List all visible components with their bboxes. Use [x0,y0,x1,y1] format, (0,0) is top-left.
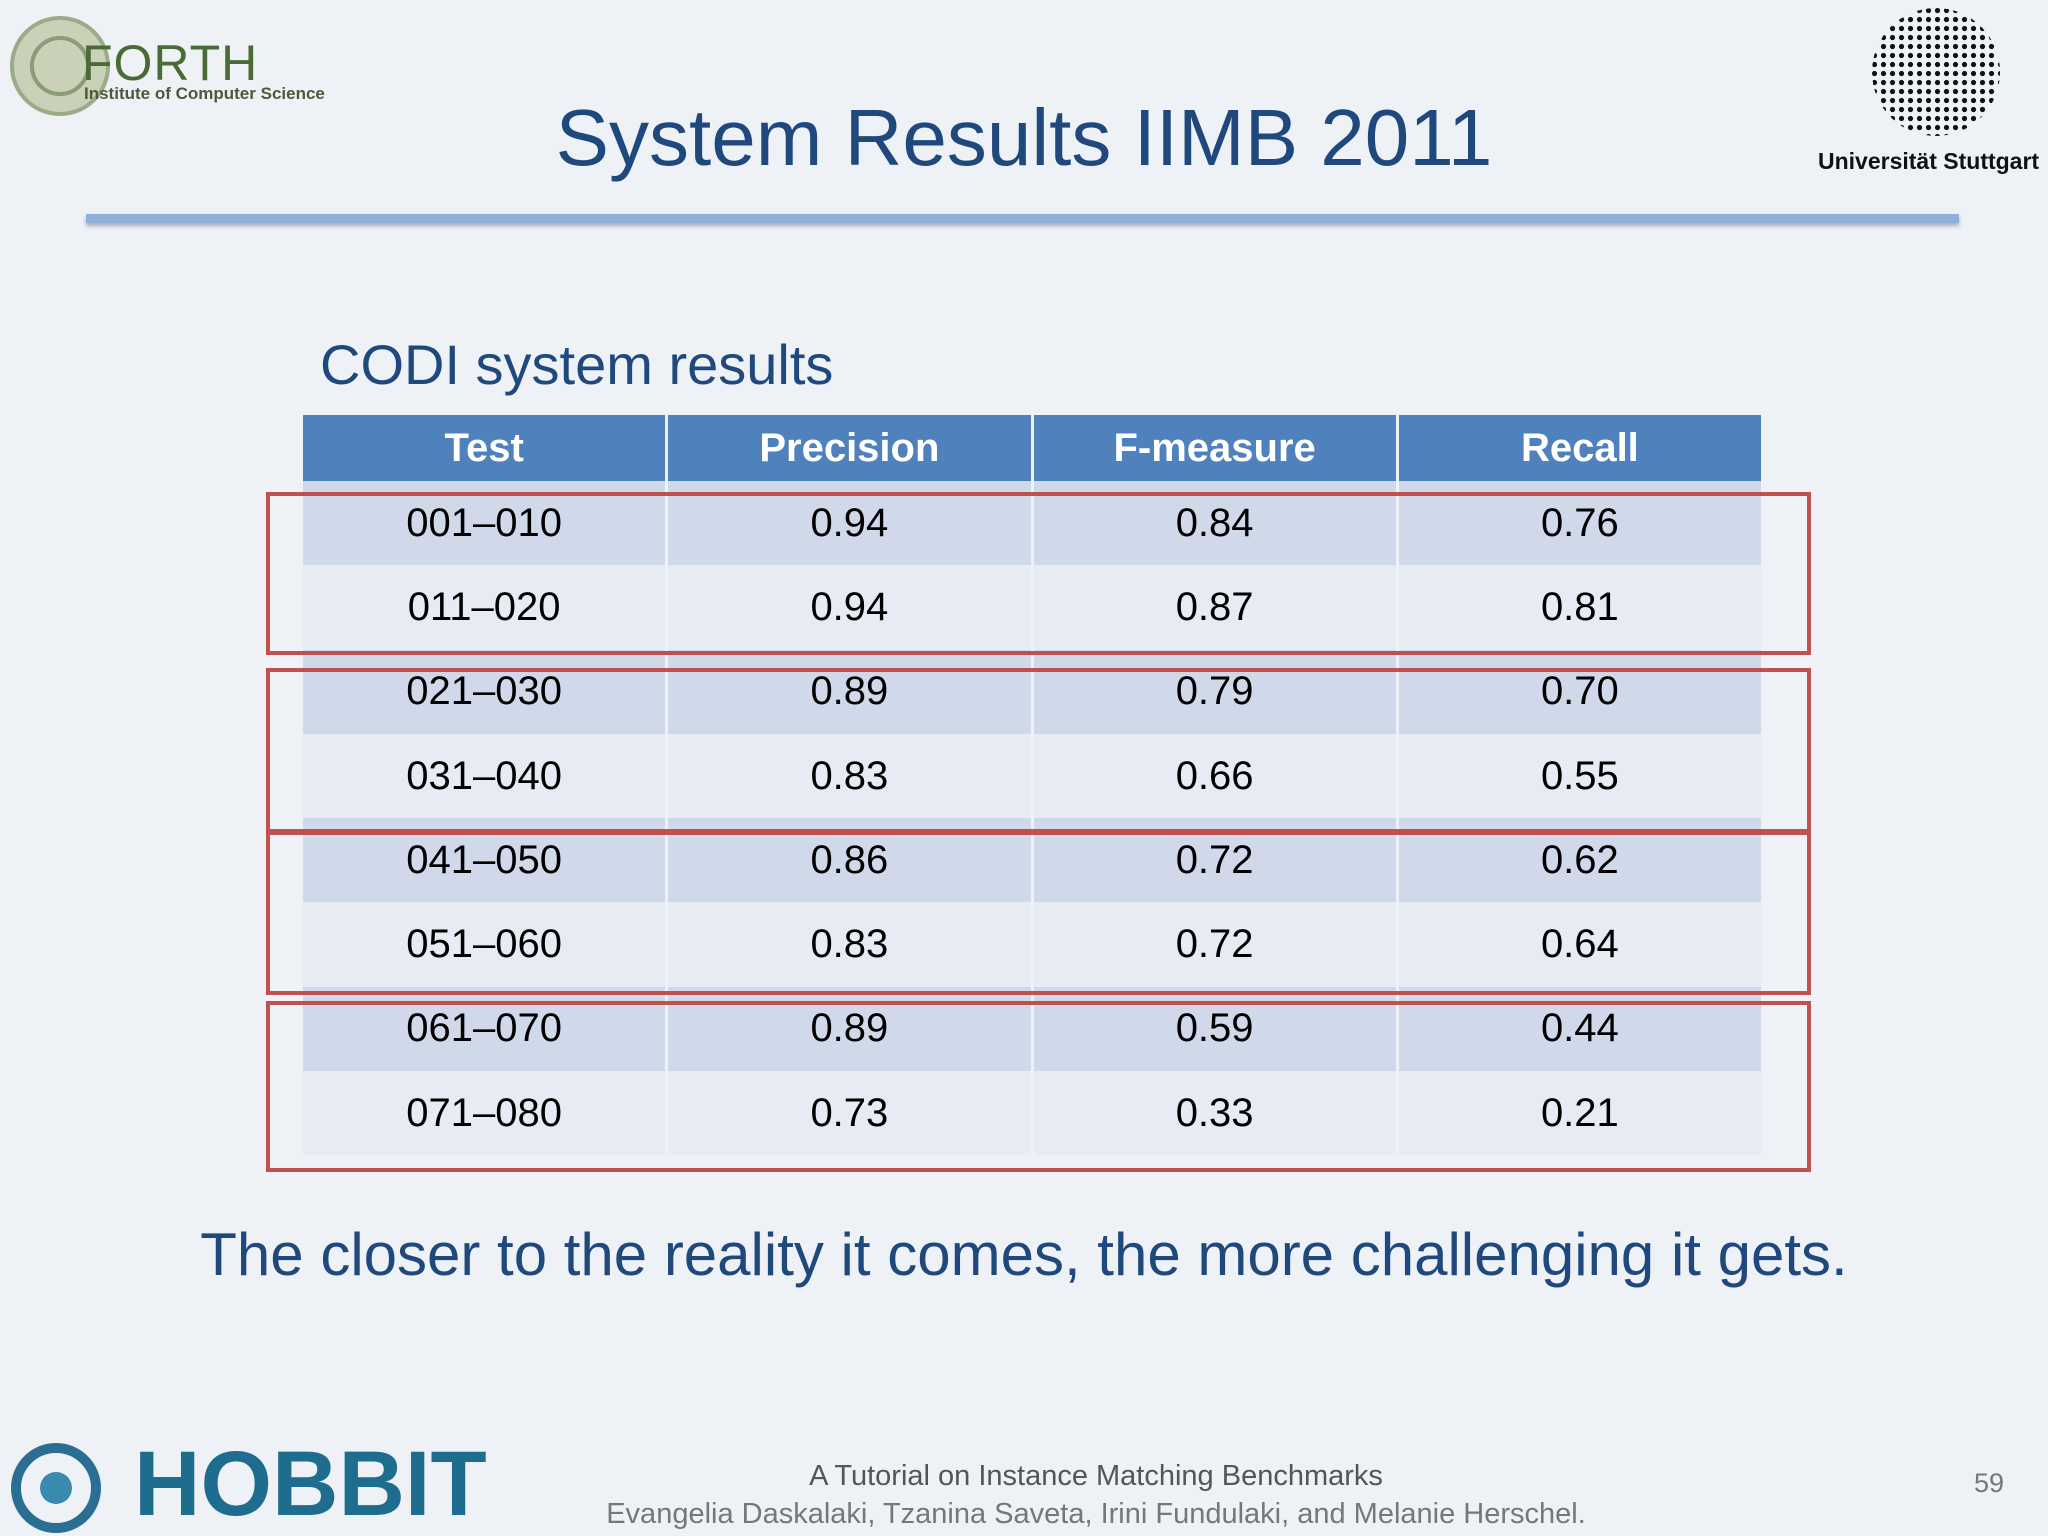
table-cell: 021–030 [303,649,666,734]
table-cell: 0.66 [1033,733,1396,819]
stuttgart-logo: Universität Stuttgart [1818,148,2040,174]
table-row: 011–020 0.94 0.87 0.81 [303,565,1761,650]
column-header: Recall [1398,415,1761,481]
table-cell: 0.33 [1033,1071,1396,1156]
table-cell: 0.79 [1033,649,1396,734]
table-cell: 071–080 [303,1071,666,1156]
forth-subtitle: Institute of Computer Science [84,84,325,103]
table-cell: 0.83 [668,733,1031,819]
results-table: Test Precision F-measure Recall 001–010 0.94 0… [300,415,1764,1156]
page-number: 59 [1974,1468,2005,1498]
hobbit-emblem [11,1443,101,1533]
table-cell: 0.89 [668,986,1031,1072]
footer-authors: Evangelia Daskalaki, Tzanina Saveta, Iri… [606,1498,1586,1530]
table-cell: 051–060 [303,902,666,987]
column-header: F-measure [1033,415,1396,481]
table-cell: 0.87 [1033,565,1396,650]
highlight-box [266,1001,1811,1172]
caption: The closer to the reality it comes, the … [200,1221,1848,1288]
table-row: 071–080 0.73 0.33 0.21 [303,1071,1761,1156]
highlight-box [266,492,1811,655]
forth-emblem [10,16,110,116]
slide-title: System Results IIMB 2011 [555,93,1493,182]
stuttgart-emblem [1872,8,2000,136]
table-row: 061–070 0.89 0.59 0.44 [303,986,1761,1072]
highlight-box [266,831,1811,995]
table-cell: 0.21 [1398,1071,1761,1156]
header-row: Test Precision F-measure Recall [303,415,1761,481]
table-cell: 011–020 [303,565,666,650]
table-cell: 0.70 [1398,649,1761,734]
table-row: 051–060 0.83 0.72 0.64 [303,902,1761,987]
column-header: Test [303,415,666,481]
table-cell: 0.64 [1398,902,1761,987]
title-rule [86,214,1959,223]
table-cell: 0.59 [1033,986,1396,1072]
table-cell: 0.72 [1033,902,1396,987]
forth-logo: FORTH [82,35,259,91]
table-cell: 061–070 [303,986,666,1072]
table-cell: 0.94 [668,565,1031,650]
table-row: 031–040 0.83 0.66 0.55 [303,733,1761,819]
column-header: Precision [668,415,1031,481]
table-cell: 0.44 [1398,986,1761,1072]
footer-line: A Tutorial on Instance Matching Benchmar… [809,1460,1383,1492]
table-cell: 0.89 [668,649,1031,734]
table-cell: 0.55 [1398,733,1761,819]
highlight-box [266,668,1811,833]
hobbit-logo: HOBBIT [134,1433,487,1535]
table-cell: 0.83 [668,902,1031,987]
table-row: 021–030 0.89 0.79 0.70 [303,649,1761,734]
table-cell: 031–040 [303,733,666,819]
table-cell: 0.81 [1398,565,1761,650]
table-cell: 0.73 [668,1071,1031,1156]
table-title: CODI system results [320,333,834,396]
